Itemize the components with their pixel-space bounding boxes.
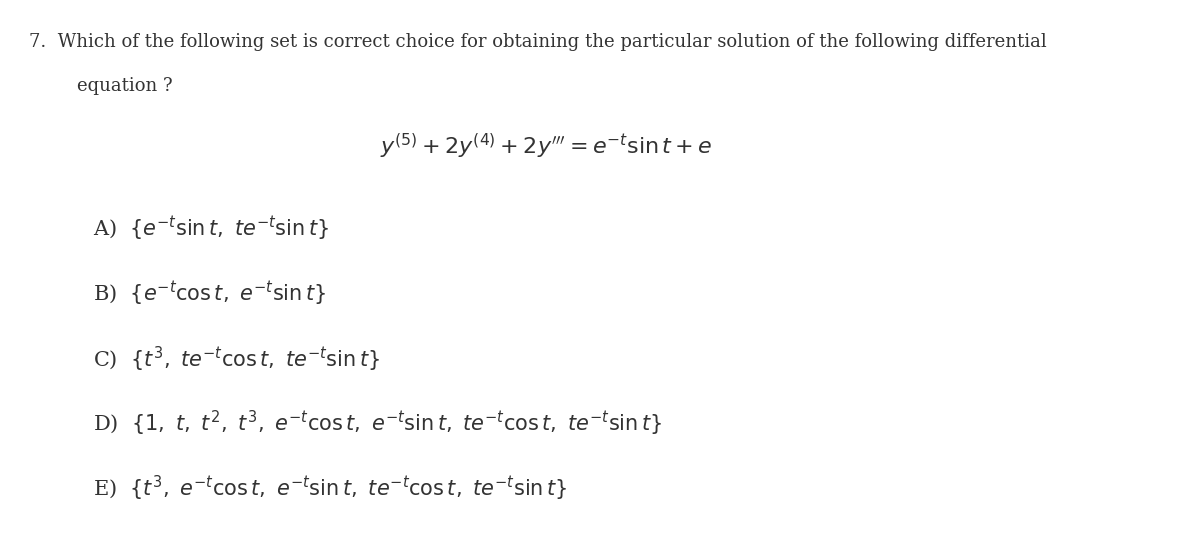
Text: $y^{(5)} + 2y^{(4)} + 2y''' = e^{-t}\sin t + e$: $y^{(5)} + 2y^{(4)} + 2y''' = e^{-t}\sin…	[380, 132, 713, 161]
Text: D)  $\{1,\ t,\ t^2,\ t^3,\ e^{-t}\cos t,\ e^{-t}\sin t,\ te^{-t}\cos t,\ te^{-t}: D) $\{1,\ t,\ t^2,\ t^3,\ e^{-t}\cos t,\…	[94, 409, 662, 439]
Text: equation ?: equation ?	[77, 77, 173, 95]
Text: A)  $\{e^{-t}\sin t,\ te^{-t}\sin t\}$: A) $\{e^{-t}\sin t,\ te^{-t}\sin t\}$	[94, 215, 329, 244]
Text: B)  $\{e^{-t}\cos t,\ e^{-t}\sin t\}$: B) $\{e^{-t}\cos t,\ e^{-t}\sin t\}$	[94, 279, 326, 309]
Text: 7.  Which of the following set is correct choice for obtaining the particular so: 7. Which of the following set is correct…	[29, 33, 1046, 51]
Text: C)  $\{t^3,\ te^{-t}\cos t,\ te^{-t}\sin t\}$: C) $\{t^3,\ te^{-t}\cos t,\ te^{-t}\sin …	[94, 344, 380, 374]
Text: E)  $\{t^3,\ e^{-t}\cos t,\ e^{-t}\sin t,\ te^{-t}\cos t,\ te^{-t}\sin t\}$: E) $\{t^3,\ e^{-t}\cos t,\ e^{-t}\sin t,…	[94, 474, 568, 503]
